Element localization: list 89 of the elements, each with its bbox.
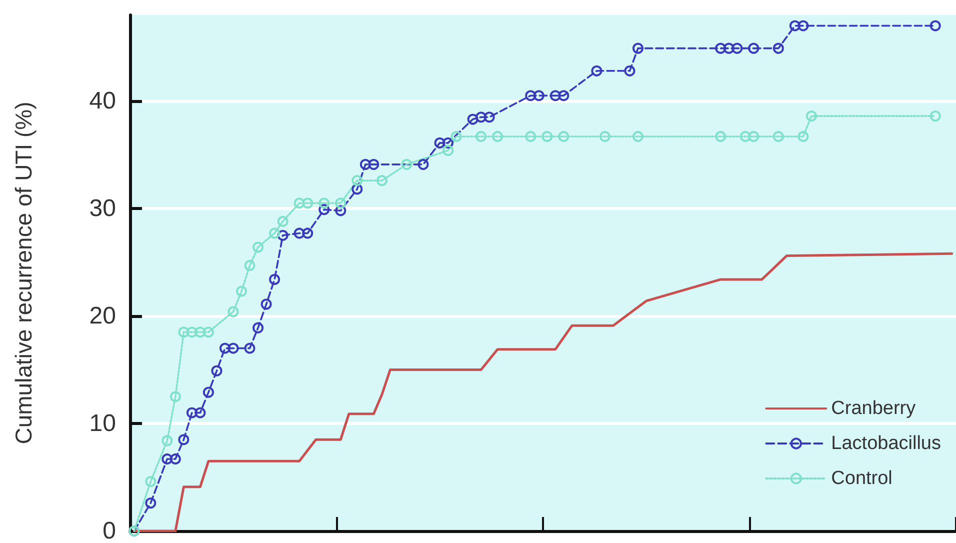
point — [202, 386, 214, 398]
point — [550, 90, 561, 102]
point — [202, 326, 214, 338]
point — [715, 42, 726, 54]
point — [740, 130, 751, 142]
point — [260, 298, 272, 310]
point — [723, 42, 734, 54]
point — [145, 498, 156, 509]
point — [236, 286, 248, 297]
point — [715, 130, 726, 142]
line-series — [132, 252, 954, 532]
point — [533, 90, 544, 102]
point — [368, 158, 380, 170]
point — [244, 260, 256, 271]
point — [194, 326, 206, 338]
point — [170, 391, 181, 402]
point — [335, 205, 346, 216]
legend-label: Control — [831, 468, 892, 489]
point — [748, 130, 760, 142]
point — [244, 342, 256, 354]
point — [591, 65, 602, 76]
point — [418, 158, 429, 170]
point — [558, 130, 570, 142]
point — [186, 326, 198, 338]
point — [220, 342, 230, 354]
point — [442, 144, 454, 156]
point — [442, 137, 454, 148]
point — [302, 228, 314, 239]
y-tick-label: 0 — [102, 518, 116, 543]
point — [558, 90, 570, 102]
point — [525, 130, 536, 142]
point — [178, 434, 190, 446]
y-tick-label: 10 — [89, 410, 116, 437]
point — [302, 198, 314, 209]
point — [186, 407, 198, 418]
point — [294, 198, 305, 209]
point — [277, 230, 288, 241]
point — [252, 322, 264, 334]
point — [748, 42, 760, 54]
legend-label: Cranberry — [831, 398, 916, 419]
point — [318, 198, 330, 209]
point — [252, 242, 264, 253]
point — [798, 130, 809, 142]
point — [789, 20, 800, 32]
point — [772, 130, 784, 142]
legend-label: Lactobacillus — [831, 433, 941, 454]
point — [211, 365, 222, 376]
point — [376, 175, 388, 186]
y-tick-label: 30 — [89, 195, 116, 222]
point — [806, 110, 817, 122]
point — [450, 130, 462, 142]
point — [352, 175, 363, 186]
point — [294, 228, 305, 239]
point — [162, 453, 173, 464]
point — [269, 228, 280, 239]
point — [798, 20, 809, 32]
point — [632, 42, 644, 54]
point — [194, 407, 206, 418]
point — [930, 20, 941, 32]
point — [335, 198, 346, 209]
point — [360, 158, 371, 170]
point — [599, 130, 610, 142]
point — [732, 42, 743, 54]
point — [484, 112, 495, 123]
point — [352, 184, 363, 195]
y-axis-title: Cumulative recurrence of UTI (%) — [10, 102, 36, 444]
point — [525, 90, 536, 102]
y-tick-label: 20 — [89, 302, 116, 330]
point — [401, 158, 412, 170]
point — [542, 130, 553, 142]
point — [467, 114, 478, 125]
point — [228, 342, 239, 354]
point — [228, 306, 239, 318]
point — [632, 130, 644, 142]
point — [930, 110, 941, 122]
point — [624, 65, 636, 76]
point — [476, 130, 487, 142]
point — [772, 42, 784, 54]
point — [178, 326, 190, 338]
point — [162, 435, 173, 446]
point — [492, 130, 504, 142]
point — [145, 476, 156, 488]
point — [434, 137, 446, 148]
point — [476, 112, 487, 123]
y-tick-label: 40 — [89, 88, 116, 114]
point — [170, 453, 181, 464]
point — [277, 216, 288, 227]
point — [269, 274, 280, 285]
point — [318, 204, 330, 216]
